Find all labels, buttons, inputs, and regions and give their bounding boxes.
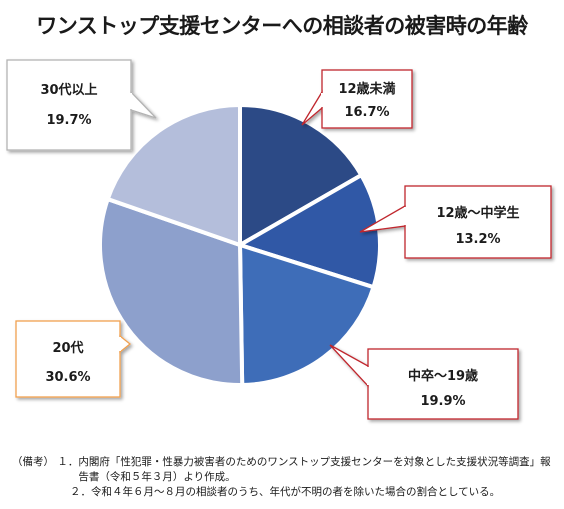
callout-pointer <box>130 90 157 119</box>
footnote-2-text: 令和４年６月～８月の相談者のうち、年代が不明の者を除いた場合の割合としている。 <box>91 486 501 498</box>
callout-pointer <box>119 334 132 354</box>
callout-pointer <box>301 89 323 126</box>
slice-label: 12歳未満 <box>338 81 395 97</box>
slice-label: 30代以上 <box>40 82 97 98</box>
chart-title: ワンストップ支援センターへの相談者の被害時の年齢 <box>36 14 528 38</box>
slice-label: 12歳～中学生 <box>436 205 519 221</box>
pie-slice-under-12 <box>238 103 364 247</box>
callout-under-12: 12歳未満 16.7% <box>301 69 413 129</box>
callout-box <box>6 59 132 151</box>
slice-label: 20代 <box>52 340 83 356</box>
slice-value-label: 19.9% <box>420 394 465 409</box>
footnote-2-marker: ２． <box>70 486 91 498</box>
slice-value-label: 16.7% <box>344 105 389 120</box>
callout-junior-high-grad-to-19: 中卒～19歳 19.9% <box>329 344 519 420</box>
footnote-1: （備考） １． 内閣府「性犯罪・性暴力被害者のためのワンストップ支援センターを対… <box>12 455 557 485</box>
pie-slice-30s-and-over <box>105 103 242 247</box>
slice-label: 中卒～19歳 <box>408 368 478 384</box>
callout-box <box>404 185 552 259</box>
footnote-prefix: （備考） １． <box>12 456 79 468</box>
slice-value-label: 13.2% <box>455 232 500 247</box>
callout-box <box>15 320 121 398</box>
callout-pointer <box>329 344 369 388</box>
footnote-2: ２． 令和４年６月～８月の相談者のうち、年代が不明の者を除いた場合の割合としてい… <box>12 485 557 500</box>
slice-value-label: 30.6% <box>45 370 90 385</box>
callout-12-to-junior-high: 12歳～中学生 13.2% <box>359 185 552 259</box>
callout-30s-and-over: 30代以上 19.7% <box>6 59 157 151</box>
callout-20s: 20代 30.6% <box>15 320 132 398</box>
slice-value-label: 19.7% <box>46 113 91 128</box>
footnote-1-text: 内閣府「性犯罪・性暴力被害者のためのワンストップ支援センターを対象とした支援状況… <box>78 456 551 483</box>
footnotes: （備考） １． 内閣府「性犯罪・性暴力被害者のためのワンストップ支援センターを対… <box>12 455 557 500</box>
pie-slice-20s <box>98 197 245 387</box>
pie-slice-junior-high-grad-to-19 <box>238 243 376 387</box>
